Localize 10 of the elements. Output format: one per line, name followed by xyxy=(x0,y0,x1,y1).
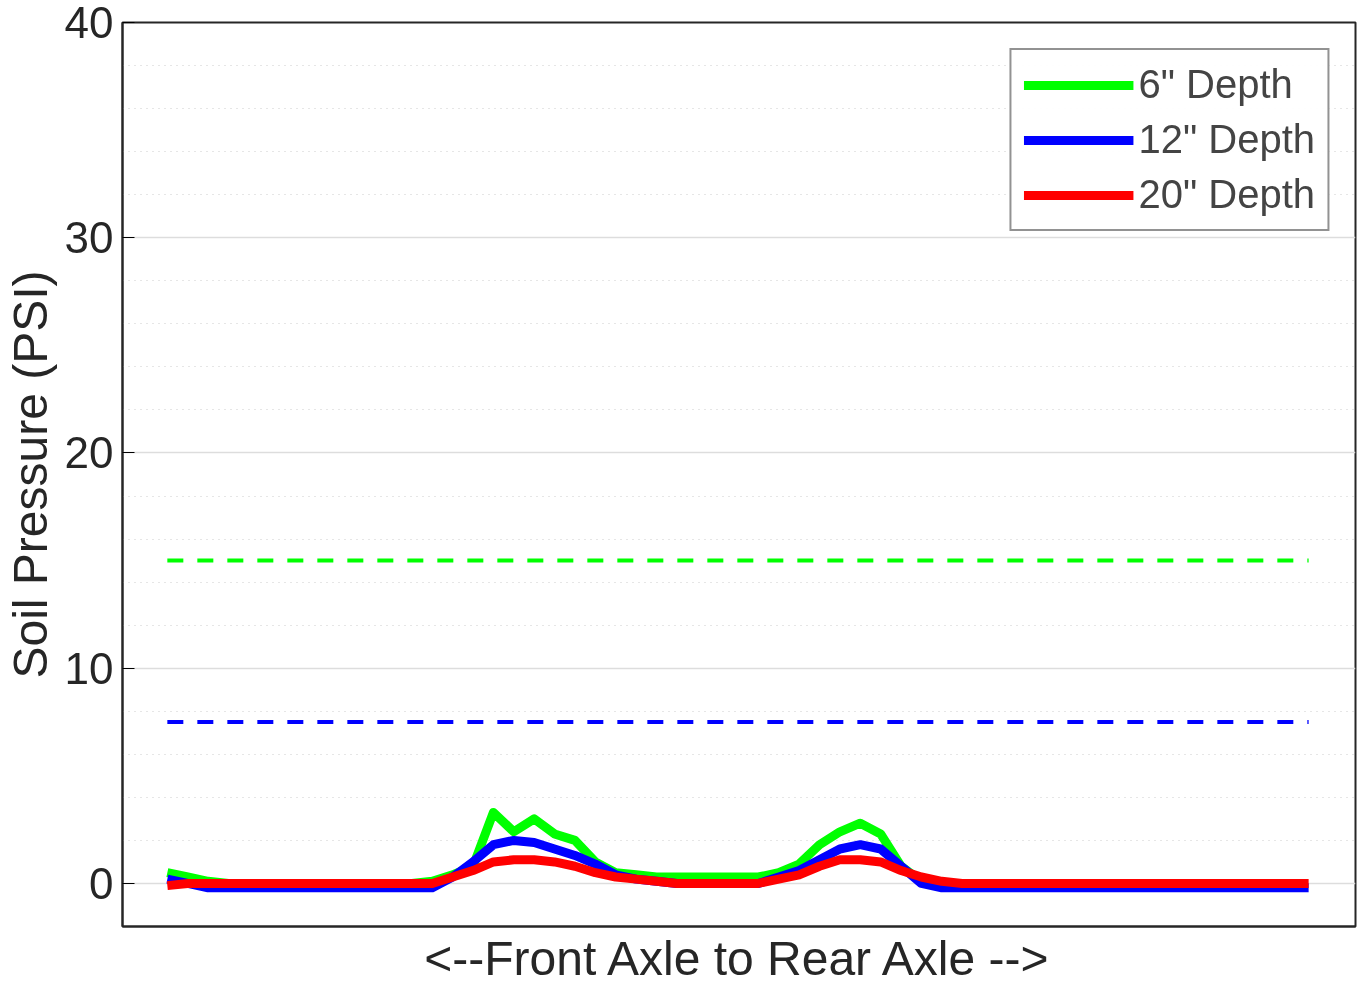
x-axis-title: <--Front Axle to Rear Axle --> xyxy=(424,931,1049,985)
y-tick-label: 30 xyxy=(64,213,114,263)
y-axis-title: Soil Pressure (PSI) xyxy=(3,270,57,679)
y-tick-label: 20 xyxy=(64,428,114,478)
legend-label: 20" Depth xyxy=(1138,172,1315,217)
legend-label: 6" Depth xyxy=(1138,62,1293,107)
legend-label: 12" Depth xyxy=(1138,117,1315,162)
y-tick-label: 10 xyxy=(64,643,114,693)
y-tick-label: 0 xyxy=(89,858,114,908)
y-tick-label: 40 xyxy=(64,0,114,47)
